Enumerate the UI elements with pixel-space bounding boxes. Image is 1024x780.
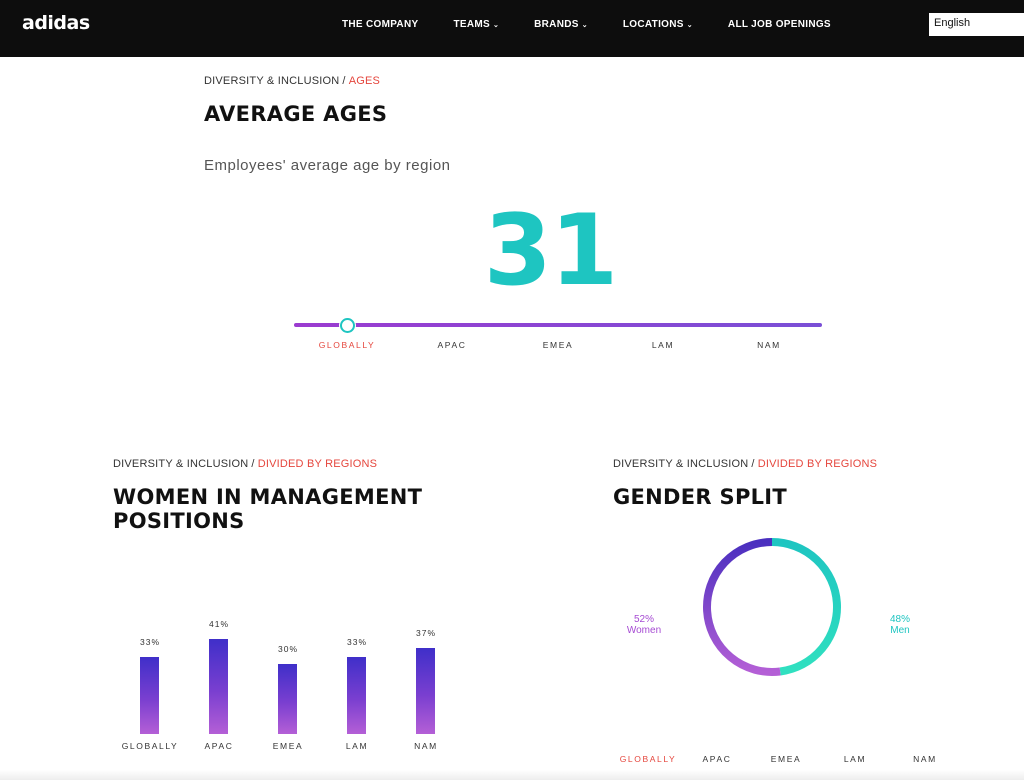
breadcrumb-parent[interactable]: DIVERSITY & INCLUSION xyxy=(113,458,249,470)
section-subtitle: Employees' average age by region xyxy=(204,157,451,174)
breadcrumb: DIVERSITY & INCLUSION / DIVIDED BY REGIONS xyxy=(113,458,377,470)
nav-all-job-openings[interactable]: ALL JOB OPENINGS xyxy=(728,19,831,30)
gender-region-option-nam[interactable]: NAM xyxy=(913,754,937,764)
bar-globally xyxy=(140,657,159,734)
donut-slice-men xyxy=(771,538,841,676)
chevron-down-icon: ⌄ xyxy=(492,21,500,29)
breadcrumb-current: DIVIDED BY REGIONS xyxy=(757,458,878,470)
nav-teams[interactable]: TEAMS ⌄ xyxy=(453,19,499,30)
bar-value-label: 33% xyxy=(346,637,367,648)
chevron-down-icon: ⌄ xyxy=(581,21,588,29)
gender-region-option-lam[interactable]: LAM xyxy=(843,754,867,764)
bar-lam xyxy=(347,657,366,734)
region-slider-handle[interactable] xyxy=(340,318,355,333)
breadcrumb-current: AGES xyxy=(348,75,381,87)
nav-brands-label: BRANDS xyxy=(534,19,579,30)
bar-category-label: GLOBALLY xyxy=(121,741,179,751)
page-bottom-edge xyxy=(0,770,1024,780)
women-share-label: 52% Women xyxy=(618,614,670,636)
bar-category-label: APAC xyxy=(204,741,234,751)
section-title: WOMEN IN MANAGEMENT POSITIONS xyxy=(113,485,422,533)
men-share-name: Men xyxy=(890,625,910,636)
bar-nam xyxy=(416,648,435,734)
nav-the-company[interactable]: THE COMPANY xyxy=(342,19,418,30)
chevron-down-icon: ⌄ xyxy=(686,21,693,29)
women-share-name: Women xyxy=(626,625,662,636)
section-title-line: POSITIONS xyxy=(113,509,245,533)
bar-value-label: 37% xyxy=(415,628,436,639)
region-option-globally[interactable]: GLOBALLY xyxy=(318,340,376,350)
gender-region-option-apac[interactable]: APAC xyxy=(702,754,732,764)
bar-value-label: 33% xyxy=(139,637,160,648)
breadcrumb-separator: / xyxy=(751,458,755,470)
men-share-value: 48% xyxy=(889,614,910,625)
bar-value-label: 41% xyxy=(208,618,229,629)
nav-teams-label: TEAMS xyxy=(453,19,490,30)
nav-locations-label: LOCATIONS xyxy=(622,19,684,30)
bar-category-label: LAM xyxy=(345,741,369,751)
women-share-value: 52% xyxy=(633,614,654,625)
breadcrumb-parent[interactable]: DIVERSITY & INCLUSION xyxy=(204,75,340,87)
breadcrumb-current: DIVIDED BY REGIONS xyxy=(257,458,378,470)
donut-slice-women xyxy=(703,538,781,676)
region-option-apac[interactable]: APAC xyxy=(437,340,467,350)
section-title-line: WOMEN IN MANAGEMENT xyxy=(113,485,423,509)
bar-value-label: 30% xyxy=(277,644,298,655)
bar-category-label: NAM xyxy=(414,741,438,751)
region-option-lam[interactable]: LAM xyxy=(651,340,675,350)
nav-the-company-label: THE COMPANY xyxy=(342,19,419,30)
breadcrumb: DIVERSITY & INCLUSION / DIVIDED BY REGIONS xyxy=(613,458,877,470)
gender-split-donut-chart xyxy=(703,538,841,676)
breadcrumb-separator: / xyxy=(342,75,346,87)
average-age-value: 31 xyxy=(483,194,618,308)
breadcrumb-parent[interactable]: DIVERSITY & INCLUSION xyxy=(613,458,749,470)
adidas-logo[interactable]: adidas xyxy=(22,12,90,34)
gender-region-option-globally[interactable]: GLOBALLY xyxy=(619,754,677,764)
main-nav: THE COMPANY TEAMS ⌄ BRANDS ⌄ LOCATIONS ⌄ AL… xyxy=(342,19,866,30)
region-option-nam[interactable]: NAM xyxy=(757,340,781,350)
region-slider-track[interactable] xyxy=(294,323,822,327)
section-title: AVERAGE AGES xyxy=(204,102,388,126)
breadcrumb-separator: / xyxy=(251,458,255,470)
nav-all-job-openings-label: ALL JOB OPENINGS xyxy=(727,19,831,30)
nav-brands[interactable]: BRANDS ⌄ xyxy=(534,19,588,30)
section-title: GENDER SPLIT xyxy=(613,485,788,509)
site-header: adidas THE COMPANY TEAMS ⌄ BRANDS ⌄ LOCATI… xyxy=(0,0,1024,57)
region-option-emea[interactable]: EMEA xyxy=(542,340,574,350)
nav-locations[interactable]: LOCATIONS ⌄ xyxy=(623,19,693,30)
language-select[interactable]: English xyxy=(929,13,1024,36)
bar-emea xyxy=(278,664,297,734)
gender-region-option-emea[interactable]: EMEA xyxy=(770,754,802,764)
men-share-label: 48% Men xyxy=(876,614,924,636)
bar-category-label: EMEA xyxy=(272,741,304,751)
bar-apac xyxy=(209,638,228,734)
breadcrumb: DIVERSITY & INCLUSION / AGES xyxy=(204,75,380,87)
